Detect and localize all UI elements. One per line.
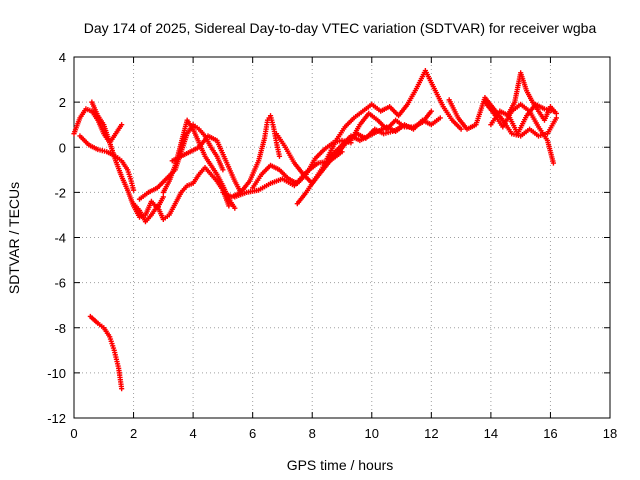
series-arc-9 [220, 113, 283, 200]
data-point [458, 126, 464, 132]
data-points [71, 67, 559, 392]
y-tick-label: -4 [54, 231, 66, 246]
y-tick-label: 0 [59, 140, 66, 155]
y-axis: -12 -10 -8 -6 -4 -2 0 2 4 [47, 50, 610, 426]
data-point [550, 160, 557, 166]
data-point [553, 115, 559, 121]
x-axis-label: GPS time / hours [287, 457, 394, 473]
data-point [119, 386, 125, 392]
x-tick-label: 14 [484, 426, 498, 441]
series-arc-7 [160, 117, 238, 211]
x-tick-label: 10 [365, 426, 379, 441]
y-tick-label: 4 [59, 50, 66, 65]
series-arc-11 [250, 137, 354, 191]
data-point [226, 203, 232, 209]
y-tick-label: -8 [54, 321, 66, 336]
y-tick-label: -2 [54, 185, 66, 200]
y-tick-label: -12 [47, 411, 66, 426]
series-arc-2 [77, 133, 137, 193]
data-point [437, 115, 443, 121]
chart-title: Day 174 of 2025, Sidereal Day-to-day VTE… [84, 20, 597, 36]
series-arc-14 [324, 67, 464, 162]
x-tick-label: 12 [424, 426, 438, 441]
data-point [220, 167, 226, 173]
x-tick-label: 0 [70, 426, 77, 441]
series-arc-19 [488, 101, 557, 137]
x-tick-label: 18 [603, 426, 617, 441]
y-axis-label: SDTVAR / TECUs [6, 182, 22, 294]
x-tick-label: 4 [189, 426, 196, 441]
x-axis: 0 2 4 6 8 10 12 14 16 18 [70, 57, 617, 441]
y-tick-label: -6 [54, 276, 66, 291]
x-tick-label: 8 [309, 426, 316, 441]
series-arc-15 [348, 108, 434, 144]
series-arc-18 [506, 70, 559, 123]
x-tick-label: 2 [130, 426, 137, 441]
series-arc-16 [446, 95, 559, 139]
x-tick-label: 16 [543, 426, 557, 441]
series-arc-4 [87, 313, 125, 392]
data-point [232, 205, 238, 211]
data-point [553, 110, 559, 117]
data-point [276, 153, 283, 159]
data-point [130, 187, 137, 193]
y-tick-label: 2 [59, 95, 66, 110]
data-point [428, 108, 434, 114]
x-tick-label: 6 [249, 426, 256, 441]
data-point [119, 122, 125, 128]
data-point [160, 194, 166, 200]
y-tick-label: -10 [47, 366, 66, 381]
series-arc-3 [89, 99, 166, 220]
series-arc-13 [294, 115, 443, 207]
series-arc-5 [130, 164, 232, 225]
series-arc-8 [169, 133, 244, 195]
data-point [550, 108, 557, 114]
